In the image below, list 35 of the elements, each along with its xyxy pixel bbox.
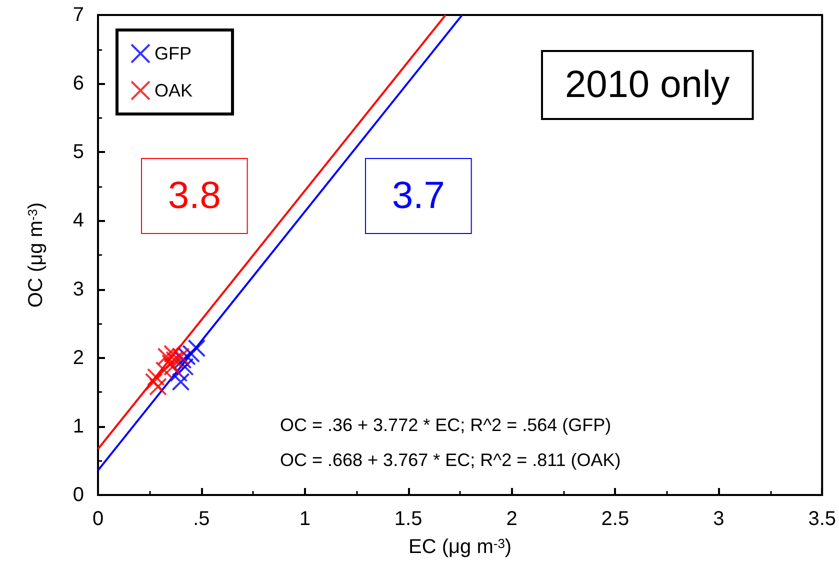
y-tick-label: 7 <box>72 4 84 26</box>
y-tick-label: 3 <box>72 278 84 300</box>
point <box>178 347 196 366</box>
annotation: 3.8 <box>168 175 221 217</box>
point <box>161 354 180 372</box>
x-tick-label: 3 <box>713 508 724 530</box>
y-tick-label: 0 <box>72 484 84 506</box>
annotation: 2010 only <box>565 64 730 106</box>
x-tick-label: 2 <box>506 508 518 530</box>
annotation: 3.7 <box>392 175 445 217</box>
x-tick-label: 1.5 <box>394 508 422 530</box>
point <box>174 350 192 369</box>
y-tick-label: 1 <box>72 415 84 438</box>
x-tick-label: 1 <box>299 508 310 530</box>
point <box>172 372 190 391</box>
y-tick-label: 4 <box>72 210 84 232</box>
x-tick-label: .5 <box>193 508 210 530</box>
legend-label: OAK <box>154 80 193 100</box>
x-tick-label: 2.5 <box>601 508 630 530</box>
x-tick-label: 0 <box>92 508 104 530</box>
x-tick-label: 3.5 <box>808 508 836 530</box>
point <box>172 347 190 366</box>
point <box>146 368 165 386</box>
annotation: OC = .668 + 3.767 * EC; R^2 = .811 (OAK) <box>280 450 621 470</box>
annotation: OC = .36 + 3.772 * EC; R^2 = .564 (GFP) <box>280 415 612 435</box>
point <box>144 372 163 391</box>
y-tick-label: 2 <box>72 346 84 369</box>
y-axis-title: OC (μg m-3) <box>25 202 47 308</box>
point <box>166 350 184 369</box>
y-tick-label: 6 <box>72 72 84 95</box>
point <box>148 378 167 396</box>
y-tick-label: 5 <box>72 141 84 164</box>
point <box>182 344 200 363</box>
point <box>188 339 206 358</box>
legend-label: GFP <box>154 44 192 64</box>
